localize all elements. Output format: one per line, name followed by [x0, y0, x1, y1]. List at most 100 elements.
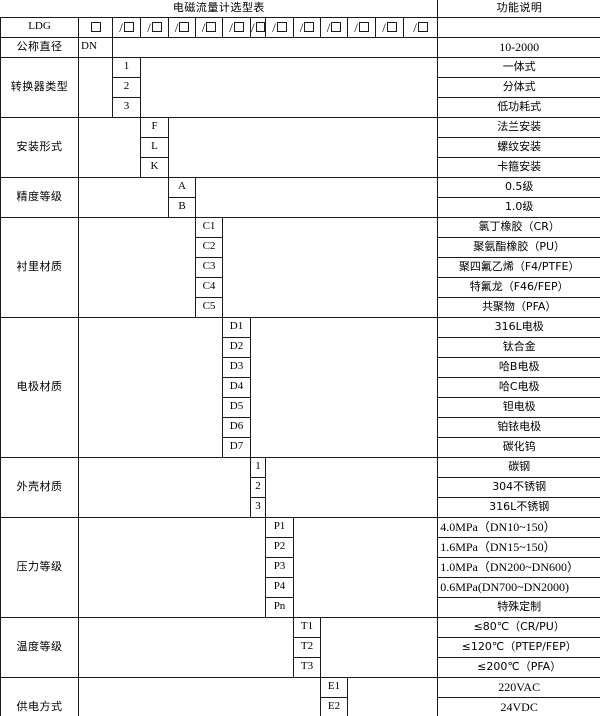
option-code[interactable]: C1	[195, 216, 223, 238]
option-code[interactable]: D1	[222, 316, 251, 338]
option-code[interactable]: P3	[265, 556, 294, 578]
option-description: 0.5级	[437, 176, 600, 198]
option-description: 法兰安装	[437, 116, 600, 138]
code-box-square	[304, 22, 315, 32]
option-description: 螺纹安装	[437, 136, 600, 158]
option-description: 钽电极	[437, 396, 600, 418]
option-description: 分体式	[437, 76, 600, 98]
row-left-spacer	[78, 56, 113, 118]
table-row: K 卡箍安装	[1, 156, 600, 178]
code-box-9[interactable]: /	[320, 16, 348, 38]
code-box-1[interactable]: /	[112, 16, 141, 38]
row-left-spacer	[78, 176, 169, 218]
row-left-spacer	[78, 116, 141, 178]
option-code[interactable]: P4	[265, 576, 294, 598]
table-row: B 1.0级	[1, 196, 600, 218]
option-code[interactable]: 1	[112, 56, 141, 78]
option-description: 0.6MPa(DN700~DN2000)	[437, 576, 600, 598]
category-label-6: 外壳材质	[0, 456, 79, 518]
slash-separator: /	[147, 19, 151, 35]
option-code[interactable]: 3	[112, 96, 141, 118]
table-row: P2 1.6MPa（DN15~150）	[1, 536, 600, 558]
option-code[interactable]: F	[140, 116, 169, 138]
slash-separator: /	[174, 19, 179, 35]
table-row: 温度等级 T1 ≤80℃（CR/PU）	[0, 616, 600, 678]
code-box-square	[179, 22, 190, 32]
row-spacer	[111, 36, 439, 58]
option-code[interactable]: P2	[265, 536, 294, 558]
option-code[interactable]: E2	[320, 696, 348, 716]
table-row: 3 低功耗式	[1, 96, 600, 118]
option-code[interactable]: L	[140, 136, 169, 158]
row-right-spacer	[221, 216, 439, 318]
option-code[interactable]: B	[168, 196, 196, 218]
option-code[interactable]: D5	[222, 396, 251, 418]
table-row: P4 0.6MPa(DN700~DN2000)	[1, 576, 600, 598]
category-label-9: 供电方式	[0, 676, 79, 716]
code-box-square	[90, 22, 101, 32]
code-box-4[interactable]: /	[195, 16, 223, 38]
option-description: ≤80℃（CR/PU）	[437, 616, 600, 638]
option-description: 低功耗式	[437, 96, 600, 118]
option-code[interactable]: D3	[222, 356, 251, 378]
option-code[interactable]: C2	[195, 236, 223, 258]
option-code[interactable]: C4	[195, 276, 223, 298]
option-code[interactable]: T3	[293, 656, 321, 678]
desc-header-spacer	[437, 17, 600, 37]
code-box-5[interactable]: /	[222, 16, 251, 38]
slash-separator: /	[326, 19, 331, 35]
table-row: D4 哈C电极	[1, 376, 600, 398]
category-label-7: 压力等级	[0, 516, 79, 618]
table-row: 公称直径 DN 10-2000	[0, 36, 600, 58]
code-box-6[interactable]: /	[250, 16, 266, 38]
code-box-11[interactable]: /	[375, 16, 404, 38]
row-right-spacer	[167, 116, 439, 178]
code-box-12[interactable]: /	[402, 16, 439, 38]
row-left-spacer	[78, 616, 294, 678]
code-box-10[interactable]: /	[347, 16, 376, 38]
option-code[interactable]: D4	[222, 376, 251, 398]
row-right-spacer	[194, 176, 439, 218]
table-row: 安装形式 F 法兰安装	[0, 116, 600, 178]
category-label-2: 安装形式	[0, 116, 79, 178]
table-row: C4 特氟龙（F46/FEP）	[1, 276, 600, 298]
category-label-0: 公称直径	[0, 36, 79, 58]
option-code[interactable]: C5	[195, 296, 223, 318]
code-box-square	[331, 22, 342, 32]
code-box-square	[233, 22, 244, 32]
code-box-square	[358, 22, 369, 32]
option-code[interactable]: A	[168, 176, 196, 198]
option-code[interactable]: D6	[222, 416, 251, 438]
code-box-2[interactable]: /	[140, 16, 169, 38]
option-code[interactable]: T1	[293, 616, 321, 638]
option-description: 碳钢	[437, 456, 600, 478]
option-code[interactable]: D7	[222, 436, 251, 458]
option-code[interactable]: E1	[320, 676, 348, 698]
code-box-3[interactable]: /	[168, 16, 196, 38]
code-box-7[interactable]: /	[265, 16, 294, 38]
option-description: 24VDC	[437, 696, 600, 716]
table-row: Pn 特殊定制	[1, 596, 600, 618]
option-code[interactable]: P1	[265, 516, 294, 538]
option-code[interactable]: C3	[195, 256, 223, 278]
desc-column-header: 功能说明	[437, 0, 600, 18]
table-row: D3 哈B电极	[1, 356, 600, 378]
option-code[interactable]: 1	[250, 456, 266, 478]
table-row: 供电方式 E1 220VAC	[0, 676, 600, 716]
option-description: 220VAC	[437, 676, 600, 698]
option-code[interactable]: T2	[293, 636, 321, 658]
row-left-spacer	[78, 516, 266, 618]
option-description: 铂铱电极	[437, 416, 600, 438]
code-box-8[interactable]: /	[293, 16, 321, 38]
code-box-0[interactable]	[78, 16, 113, 38]
option-code[interactable]: 3	[250, 496, 266, 518]
option-code[interactable]: 2	[112, 76, 141, 98]
option-description: 1.6MPa（DN15~150）	[437, 536, 600, 558]
option-code[interactable]: Pn	[265, 596, 294, 618]
row-right-spacer	[292, 516, 439, 618]
option-description: 聚氨酯橡胶（PU）	[437, 236, 600, 258]
table-row: 压力等级 P1 4.0MPa（DN10~150）	[0, 516, 600, 618]
option-code[interactable]: K	[140, 156, 169, 178]
option-code[interactable]: 2	[250, 476, 266, 498]
option-code[interactable]: D2	[222, 336, 251, 358]
